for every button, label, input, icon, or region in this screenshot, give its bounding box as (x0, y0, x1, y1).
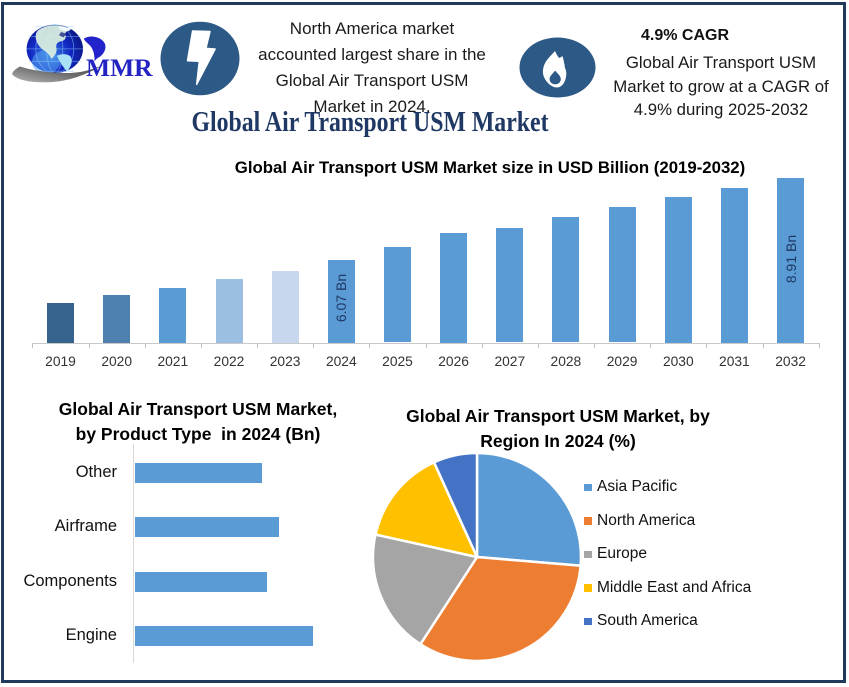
svg-text:MMR: MMR (86, 53, 153, 82)
